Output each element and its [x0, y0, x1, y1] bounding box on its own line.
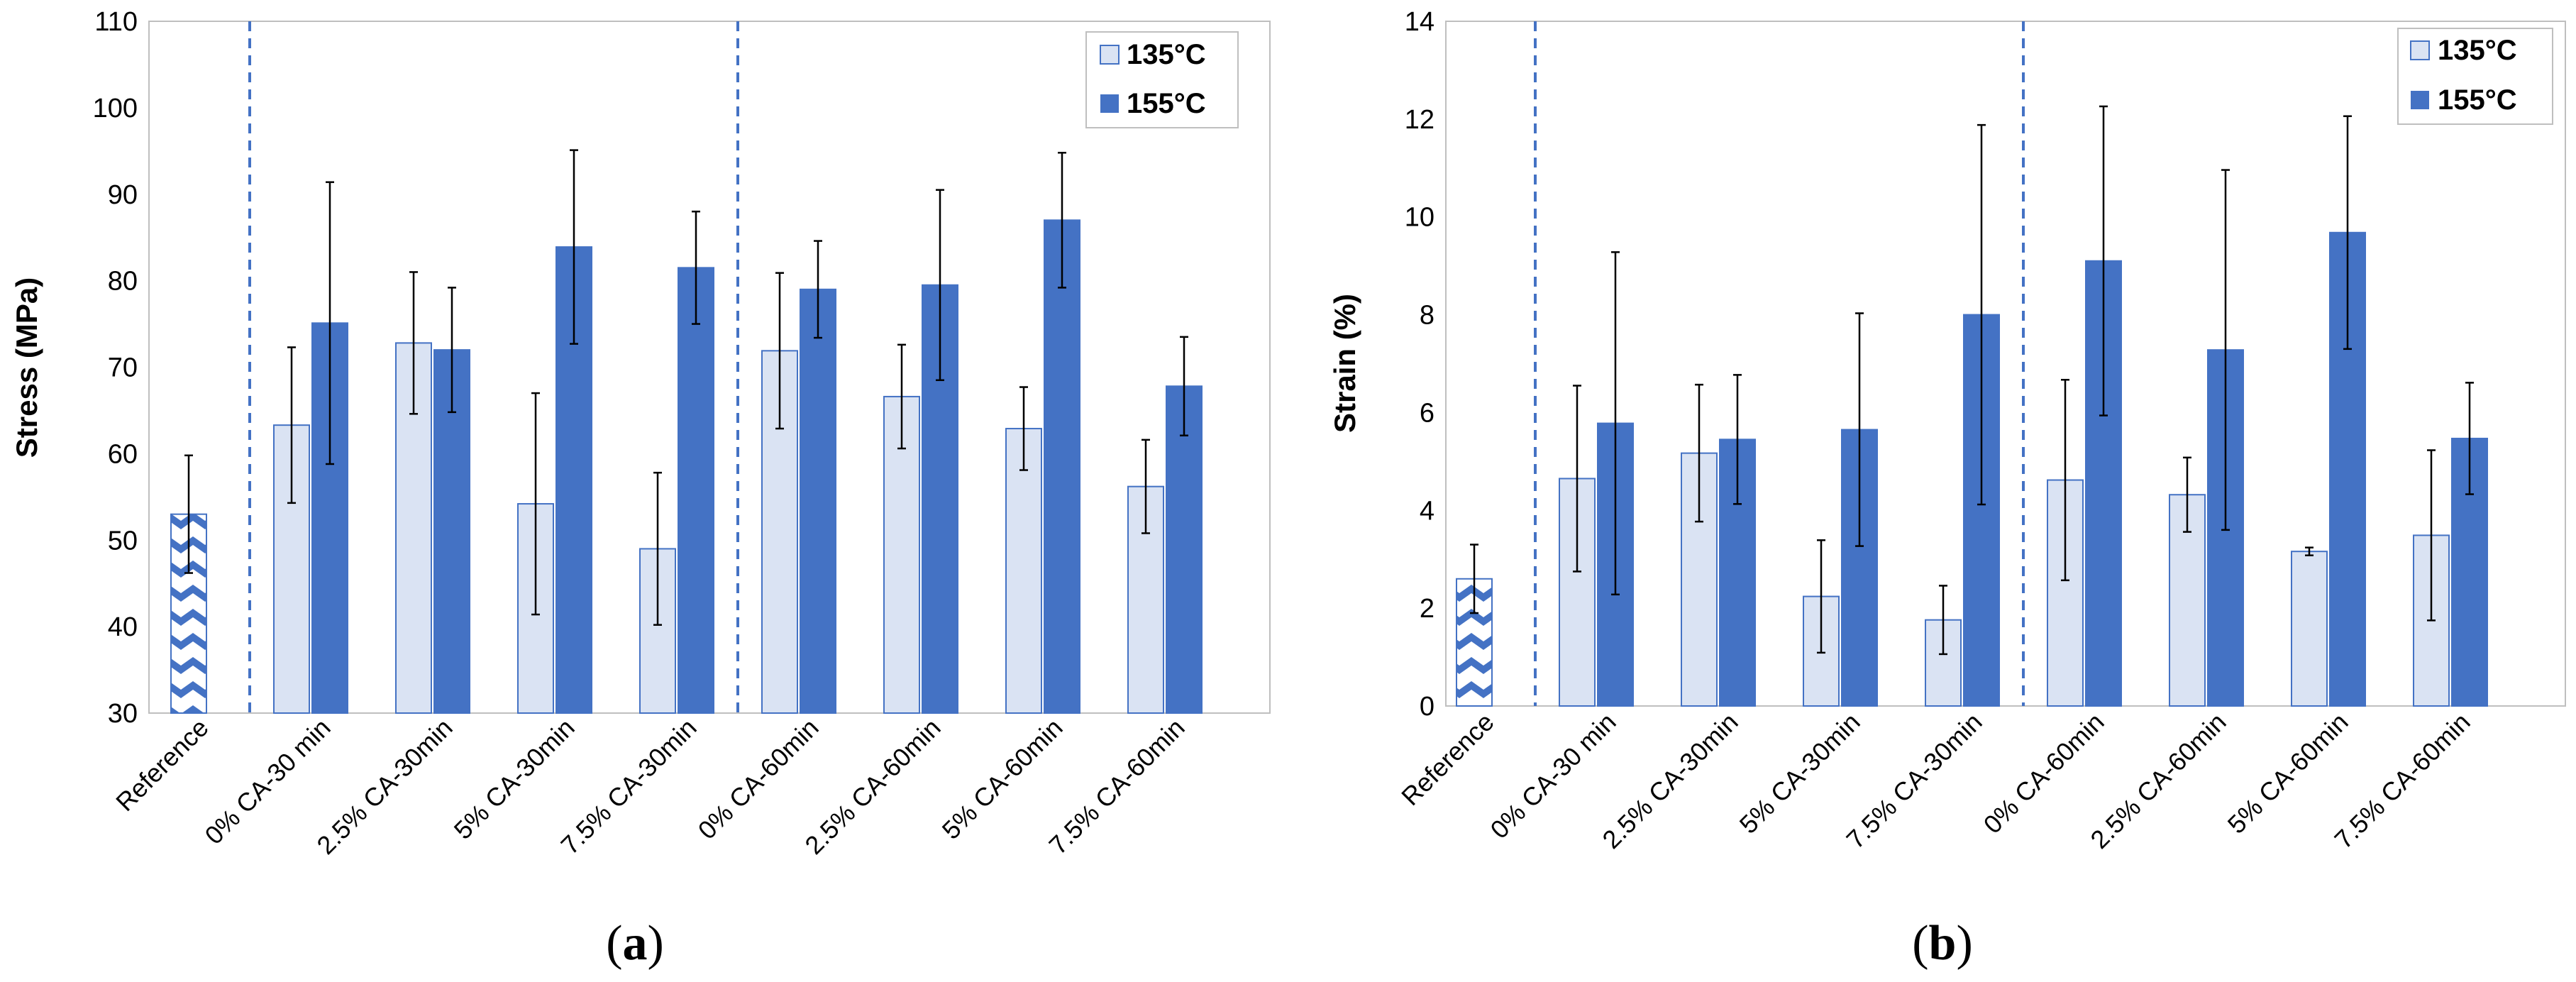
y-tick-label: 60 [108, 439, 138, 469]
bars [170, 219, 1203, 714]
error-bar-reference [1470, 544, 1478, 614]
error-bar-155-c-7-5-ca-60min [2465, 382, 2474, 495]
panel-label-a: (a) [606, 916, 664, 971]
error-bar-155-c-7-5-ca-30min [692, 210, 700, 325]
y-tick-label: 90 [108, 180, 138, 210]
error-bar-reference [184, 454, 193, 574]
x-category-label: 5% CA-60min [936, 713, 1068, 845]
bar-155-c-7-5-ca-60min [1166, 385, 1203, 714]
error-bar-135-c-2-5-ca-30min [1695, 383, 1703, 523]
panel-label-b: (b) [1912, 916, 1973, 971]
error-bar-155-c-5-ca-30min [570, 149, 578, 345]
legend-label-135: 135°C [2438, 35, 2517, 66]
bar-135-c-5-ca-60min [2291, 551, 2328, 707]
bar-135-c-5-ca-60min [1005, 428, 1042, 714]
y-tick-label: 80 [108, 267, 138, 297]
legend-label-155: 155°C [2438, 84, 2517, 116]
error-bar-155-c-2-5-ca-60min [936, 189, 944, 382]
error-bar-155-c-5-ca-60min [2343, 115, 2352, 351]
y-tick-label: 14 [1405, 7, 1435, 37]
bar-135-c-7-5-ca-60min [1127, 485, 1164, 714]
legend: 135°C 155°C [2397, 28, 2553, 125]
dividers [248, 21, 739, 713]
y-axis-label: Stress (MPa) [10, 277, 43, 458]
error-bar-155-c-7-5-ca-30min [1977, 123, 1986, 506]
legend-swatch-155 [1100, 94, 1119, 113]
y-tick-label: 100 [93, 94, 138, 123]
error-bar-135-c-0-ca-60min [775, 272, 784, 430]
x-category-label: Reference [1395, 707, 1499, 811]
error-bar-135-c-0-ca-30-min [1573, 385, 1581, 573]
error-bar-155-c-5-ca-30min [1855, 312, 1864, 547]
error-bar-155-c-2-5-ca-60min [2221, 169, 2230, 531]
error-bar-135-c-0-ca-30-min [287, 346, 296, 504]
error-bar-135-c-2-5-ca-30min [409, 271, 418, 415]
y-tick-label: 50 [108, 526, 138, 556]
y-tick-label: 0 [1420, 692, 1435, 722]
legend-swatch-135 [1100, 45, 1120, 65]
error-bar-155-c-2-5-ca-30min [448, 287, 456, 414]
legend: 135°C 155°C [1085, 31, 1239, 128]
error-bars [184, 149, 1188, 626]
y-tick-label: 4 [1420, 496, 1435, 526]
bar-135-c-2-5-ca-60min [883, 395, 920, 714]
legend-swatch-155 [2411, 91, 2429, 109]
error-bar-135-c-5-ca-30min [1817, 539, 1825, 654]
error-bar-155-c-0-ca-30-min [1611, 251, 1620, 596]
x-category-label: 0% CA-30 min [199, 713, 336, 850]
error-bar-155-c-0-ca-60min [2099, 105, 2108, 416]
error-bar-155-c-5-ca-60min [1058, 152, 1066, 289]
y-tick-label: 70 [108, 353, 138, 383]
bar-155-c-2-5-ca-30min [433, 349, 470, 714]
error-bar-155-c-0-ca-60min [814, 240, 822, 339]
legend-label-155: 155°C [1127, 88, 1206, 119]
error-bar-135-c-5-ca-60min [2305, 546, 2314, 556]
error-bar-135-c-0-ca-60min [2061, 378, 2069, 582]
error-bar-135-c-5-ca-60min [1019, 386, 1028, 471]
error-bar-155-c-0-ca-30-min [326, 181, 334, 465]
bar-155-c-7-5-ca-30min [678, 267, 714, 714]
bar-155-c-5-ca-60min [1044, 219, 1080, 714]
error-bar-135-c-7-5-ca-30min [1939, 585, 1947, 656]
y-tick-label: 40 [108, 612, 138, 642]
error-bar-135-c-5-ca-30min [531, 392, 540, 616]
y-tick-label: 12 [1405, 105, 1435, 135]
y-tick-label: 8 [1420, 301, 1435, 331]
y-axis-label: Strain (%) [1328, 294, 1361, 433]
error-bars [1470, 105, 2474, 656]
x-category-label: 5% CA-30min [448, 713, 580, 845]
y-tick-label: 2 [1420, 594, 1435, 624]
bars [1456, 231, 2488, 707]
y-axis-ticks: 0 2 4 6 8 10 12 14 [1405, 7, 1435, 722]
plot-frame [1445, 21, 2566, 707]
x-category-label: 0% CA-60min [1978, 707, 2110, 839]
error-bar-155-c-2-5-ca-30min [1733, 374, 1742, 505]
legend-swatch-135 [2410, 40, 2430, 60]
error-bar-155-c-7-5-ca-60min [1180, 336, 1188, 437]
y-axis-ticks: 30 40 50 60 70 80 90 100 110 [93, 7, 138, 729]
error-bar-135-c-2-5-ca-60min [897, 343, 906, 450]
x-category-label: 0% CA-60min [692, 713, 824, 845]
y-tick-label: 10 [1405, 203, 1435, 233]
error-bar-135-c-7-5-ca-60min [1141, 438, 1150, 534]
error-bar-135-c-2-5-ca-60min [2183, 456, 2191, 533]
y-tick-label: 30 [108, 699, 138, 729]
x-category-label: 5% CA-30min [1734, 707, 1866, 839]
dividers [1534, 21, 2025, 706]
y-tick-label: 6 [1420, 398, 1435, 428]
y-tick-label: 110 [94, 7, 138, 37]
x-category-label: 5% CA-60min [2222, 707, 2354, 839]
bar-155-c-0-ca-60min [800, 288, 836, 714]
error-bar-135-c-7-5-ca-60min [2427, 449, 2436, 622]
x-category-label: 0% CA-30 min [1485, 707, 1622, 844]
legend-label-135: 135°C [1127, 39, 1206, 70]
error-bar-135-c-7-5-ca-30min [653, 471, 662, 626]
